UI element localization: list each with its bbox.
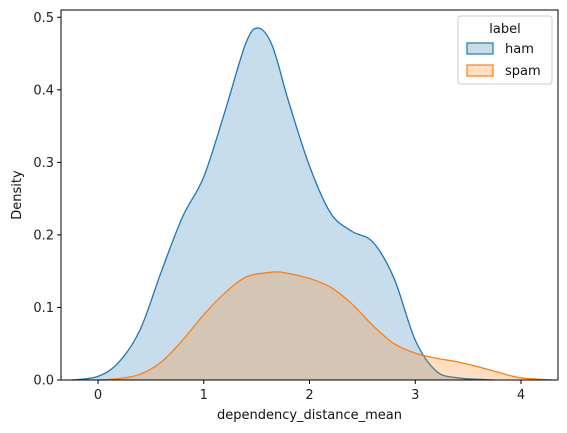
density-area-spam <box>98 271 553 380</box>
density-line-ham <box>71 27 495 381</box>
x-axis: 0 1 2 3 4 <box>94 380 525 403</box>
legend-title: label <box>489 22 520 37</box>
x-tick-label: 0 <box>94 388 102 403</box>
legend-swatch-ham <box>466 42 494 55</box>
y-tick-label: 0.5 <box>33 11 54 26</box>
y-tick-label: 0.3 <box>33 156 54 171</box>
x-tick-label: 3 <box>411 388 419 403</box>
legend-swatch-spam <box>466 64 494 77</box>
y-tick-label: 0.4 <box>33 83 54 98</box>
density-area-ham <box>71 28 495 380</box>
x-tick-label: 4 <box>517 388 525 403</box>
x-axis-label: dependency_distance_mean <box>217 408 402 423</box>
legend-box <box>457 15 553 85</box>
legend-label-ham: ham <box>505 42 534 57</box>
plot-area <box>60 9 559 381</box>
y-axis: 0.0 0.1 0.2 0.3 0.4 0.5 <box>33 11 61 389</box>
y-axis-label: Density <box>10 170 25 220</box>
y-tick-label: 0.0 <box>33 374 54 389</box>
y-tick-label: 0.2 <box>33 228 54 243</box>
legend: label ham spam <box>457 15 553 85</box>
density-line-spam <box>97 271 553 381</box>
x-tick-label: 2 <box>305 388 313 403</box>
y-tick-label: 0.1 <box>33 301 54 316</box>
legend-label-spam: spam <box>505 64 541 79</box>
x-tick-label: 1 <box>200 388 208 403</box>
